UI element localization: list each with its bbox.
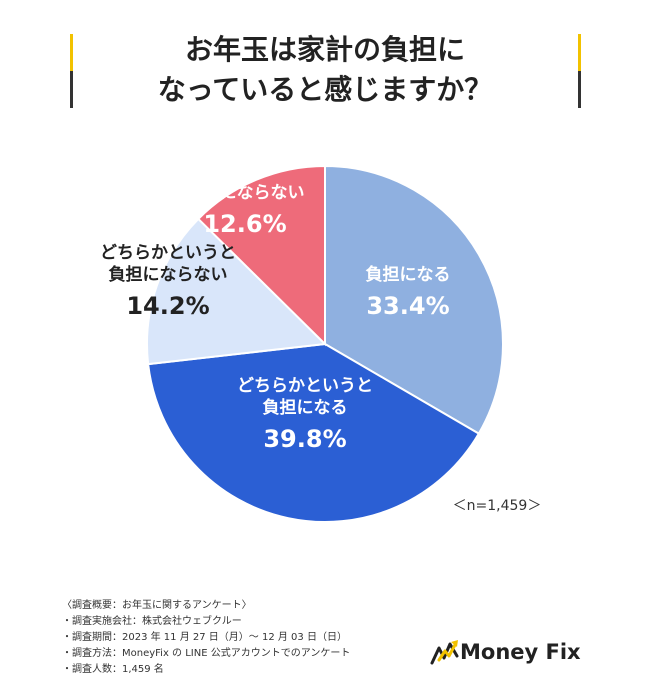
title-accent-left: [70, 34, 73, 108]
page-title: お年玉は家計の負担に なっていると感じますか？: [90, 30, 560, 110]
survey-footnotes: 〈調査概要：お年玉に関するアンケート〉 ・調査実施会社：株式会社ウェブクルー ・…: [62, 598, 350, 678]
slice-category-label: どちらかというと: [237, 376, 373, 396]
logo-wordmark: Money Fix: [460, 640, 581, 664]
slice-category-label: 負担になる: [366, 265, 451, 285]
moneyfix-logo-icon: [430, 640, 459, 665]
footnote-method: ・調査方法：MoneyFix の LINE 公式アカウントでのアンケート: [62, 648, 351, 659]
slice-value-label: 14.2%: [126, 292, 209, 320]
moneyfix-logo: Money Fix: [430, 638, 590, 668]
footnote-respondents: ・調査人数：1,459 名: [62, 664, 164, 675]
footnote-heading: 〈調査概要：お年玉に関するアンケート〉: [62, 600, 252, 611]
slice-category-label: 負担にならない: [186, 183, 305, 203]
pie-slice-1: [324, 164, 504, 436]
slice-label-4: 負担にならない 12.6%: [186, 183, 305, 238]
slice-value-label: 33.4%: [366, 292, 449, 320]
sample-size-note: ＜n=1,459＞: [453, 498, 542, 514]
slice-value-label: 12.6%: [203, 210, 286, 238]
footnote-period: ・調査期間：2023 年 11 月 27 日（月）〜 12 月 03 日（日）: [62, 632, 347, 643]
slice-category-label: 負担にならない: [109, 265, 228, 285]
footnote-company: ・調査実施会社：株式会社ウェブクルー: [62, 616, 242, 627]
slice-label-1: 負担になる 33.4%: [366, 265, 451, 320]
slice-category-label: どちらかというと: [100, 243, 236, 263]
title-accent-right: [578, 34, 581, 108]
pie-slice-2: [147, 342, 481, 523]
title-line-2: なっていると感じますか？: [157, 73, 493, 106]
title-line-1: お年玉は家計の負担に: [184, 33, 465, 66]
pie-slice-4: [196, 164, 326, 347]
pie-slice-3: [146, 217, 328, 366]
slice-value-label: 39.8%: [263, 425, 346, 453]
slice-category-label: 負担になる: [263, 398, 348, 418]
